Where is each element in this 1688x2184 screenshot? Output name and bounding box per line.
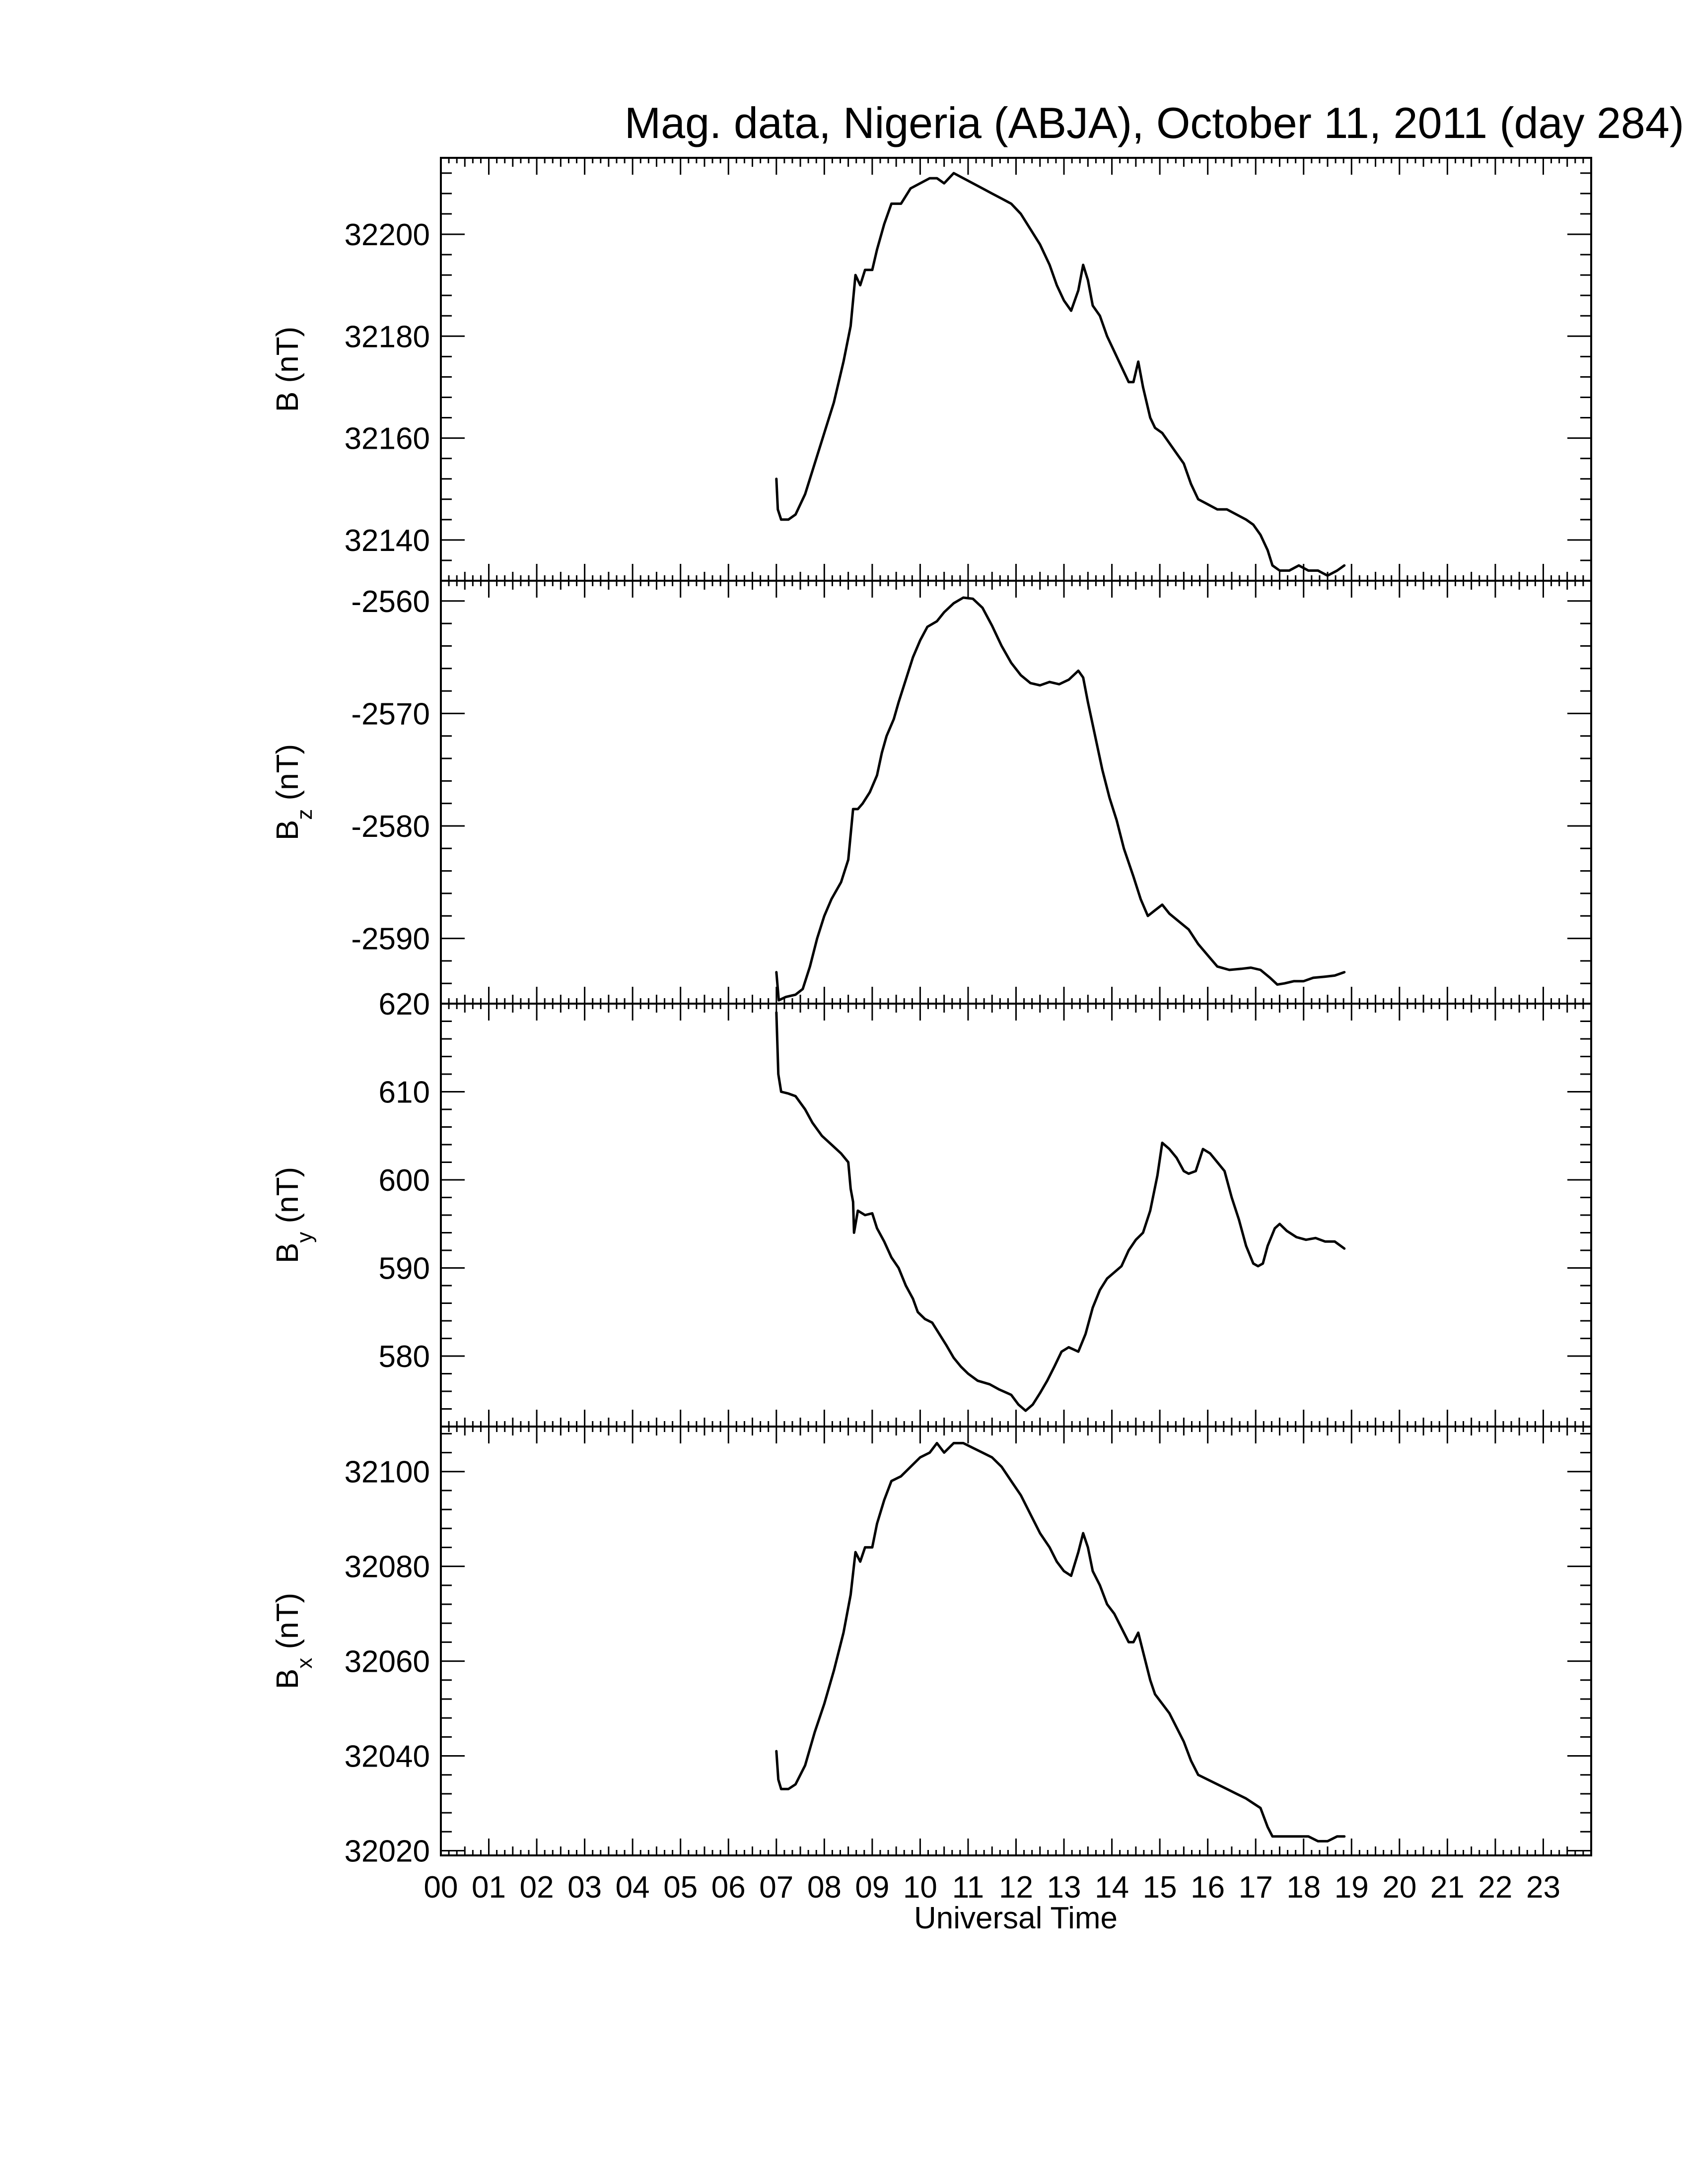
chart-title: Mag. data, Nigeria (ABJA), October 11, 2… <box>625 98 1684 147</box>
y-tick-label: 32160 <box>345 422 430 456</box>
x-tick-label: 16 <box>1191 1870 1225 1905</box>
y-axis-label: By (nT) <box>271 1167 317 1263</box>
y-axis-label: Bz (nT) <box>271 744 317 840</box>
y-tick-label: 32100 <box>345 1455 430 1490</box>
y-tick-label: 600 <box>379 1163 430 1198</box>
series-line-bz <box>775 596 1346 1002</box>
y-axis-label: B (nT) <box>271 327 305 412</box>
x-tick-label: 02 <box>520 1870 554 1905</box>
y-tick-label: 32180 <box>345 320 430 354</box>
y-tick-label: 590 <box>379 1252 430 1286</box>
panel-frame <box>440 157 1592 582</box>
x-tick-label: 12 <box>999 1870 1033 1905</box>
series-line-by <box>775 1011 1346 1412</box>
x-tick-label: 20 <box>1382 1870 1416 1905</box>
series-line-b <box>775 172 1346 577</box>
x-tick-label: 09 <box>855 1870 889 1905</box>
x-tick-label: 17 <box>1239 1870 1273 1905</box>
panel-bz: -2560 -2570 -2580 -2590 Bz (nT) <box>271 580 1592 1005</box>
y-tick-label: -2570 <box>351 697 430 731</box>
x-tick-label: 13 <box>1047 1870 1081 1905</box>
panel-frame <box>440 580 1592 1005</box>
y-tick-label: 32060 <box>345 1645 430 1679</box>
panel-by: 580 590 600 610 620 By (nT) <box>271 987 1592 1428</box>
x-tick-label: 11 <box>952 1870 984 1905</box>
x-tick-label: 21 <box>1430 1870 1465 1905</box>
x-tick-label: 03 <box>567 1870 602 1905</box>
x-tick-label: 06 <box>711 1870 746 1905</box>
panel-bx: 32020 32040 32060 32080 32100 Bx (nT) <box>271 1426 1592 1868</box>
x-tick-label: 18 <box>1286 1870 1321 1905</box>
y-tick-label: -2580 <box>351 810 430 844</box>
y-tick-label: 32200 <box>345 218 430 252</box>
y-tick-label: 32020 <box>345 1834 430 1868</box>
x-tick-label: 23 <box>1526 1870 1560 1905</box>
x-tick-label: 14 <box>1095 1870 1129 1905</box>
panel-frame <box>440 1003 1592 1428</box>
y-tick-label: 580 <box>379 1340 430 1374</box>
x-tick-label: 19 <box>1335 1870 1369 1905</box>
y-tick-label: -2590 <box>351 922 430 956</box>
x-tick-label: 10 <box>903 1870 937 1905</box>
y-tick-label: 32140 <box>345 524 430 558</box>
x-tick-label: 15 <box>1143 1870 1177 1905</box>
panel-b: 32140 32160 32180 32200 B (nT) <box>271 157 1592 582</box>
x-tick-label: 00 <box>424 1870 458 1905</box>
x-tick-label: 05 <box>663 1870 698 1905</box>
series-line-bx <box>775 1441 1346 1843</box>
x-tick-label: 07 <box>759 1870 793 1905</box>
y-tick-label: -2560 <box>351 585 430 619</box>
x-axis-label: Universal Time <box>914 1901 1118 1935</box>
x-tick-label: 22 <box>1478 1870 1512 1905</box>
y-axis-label: Bx (nT) <box>271 1593 317 1689</box>
y-tick-label: 620 <box>379 987 430 1022</box>
x-tick-label: 04 <box>616 1870 650 1905</box>
x-tick-label: 01 <box>472 1870 506 1905</box>
y-tick-label: 610 <box>379 1076 430 1110</box>
y-tick-label: 32080 <box>345 1550 430 1584</box>
x-tick-label: 08 <box>807 1870 842 1905</box>
panel-frame <box>440 1426 1592 1856</box>
y-tick-label: 32040 <box>345 1740 430 1774</box>
